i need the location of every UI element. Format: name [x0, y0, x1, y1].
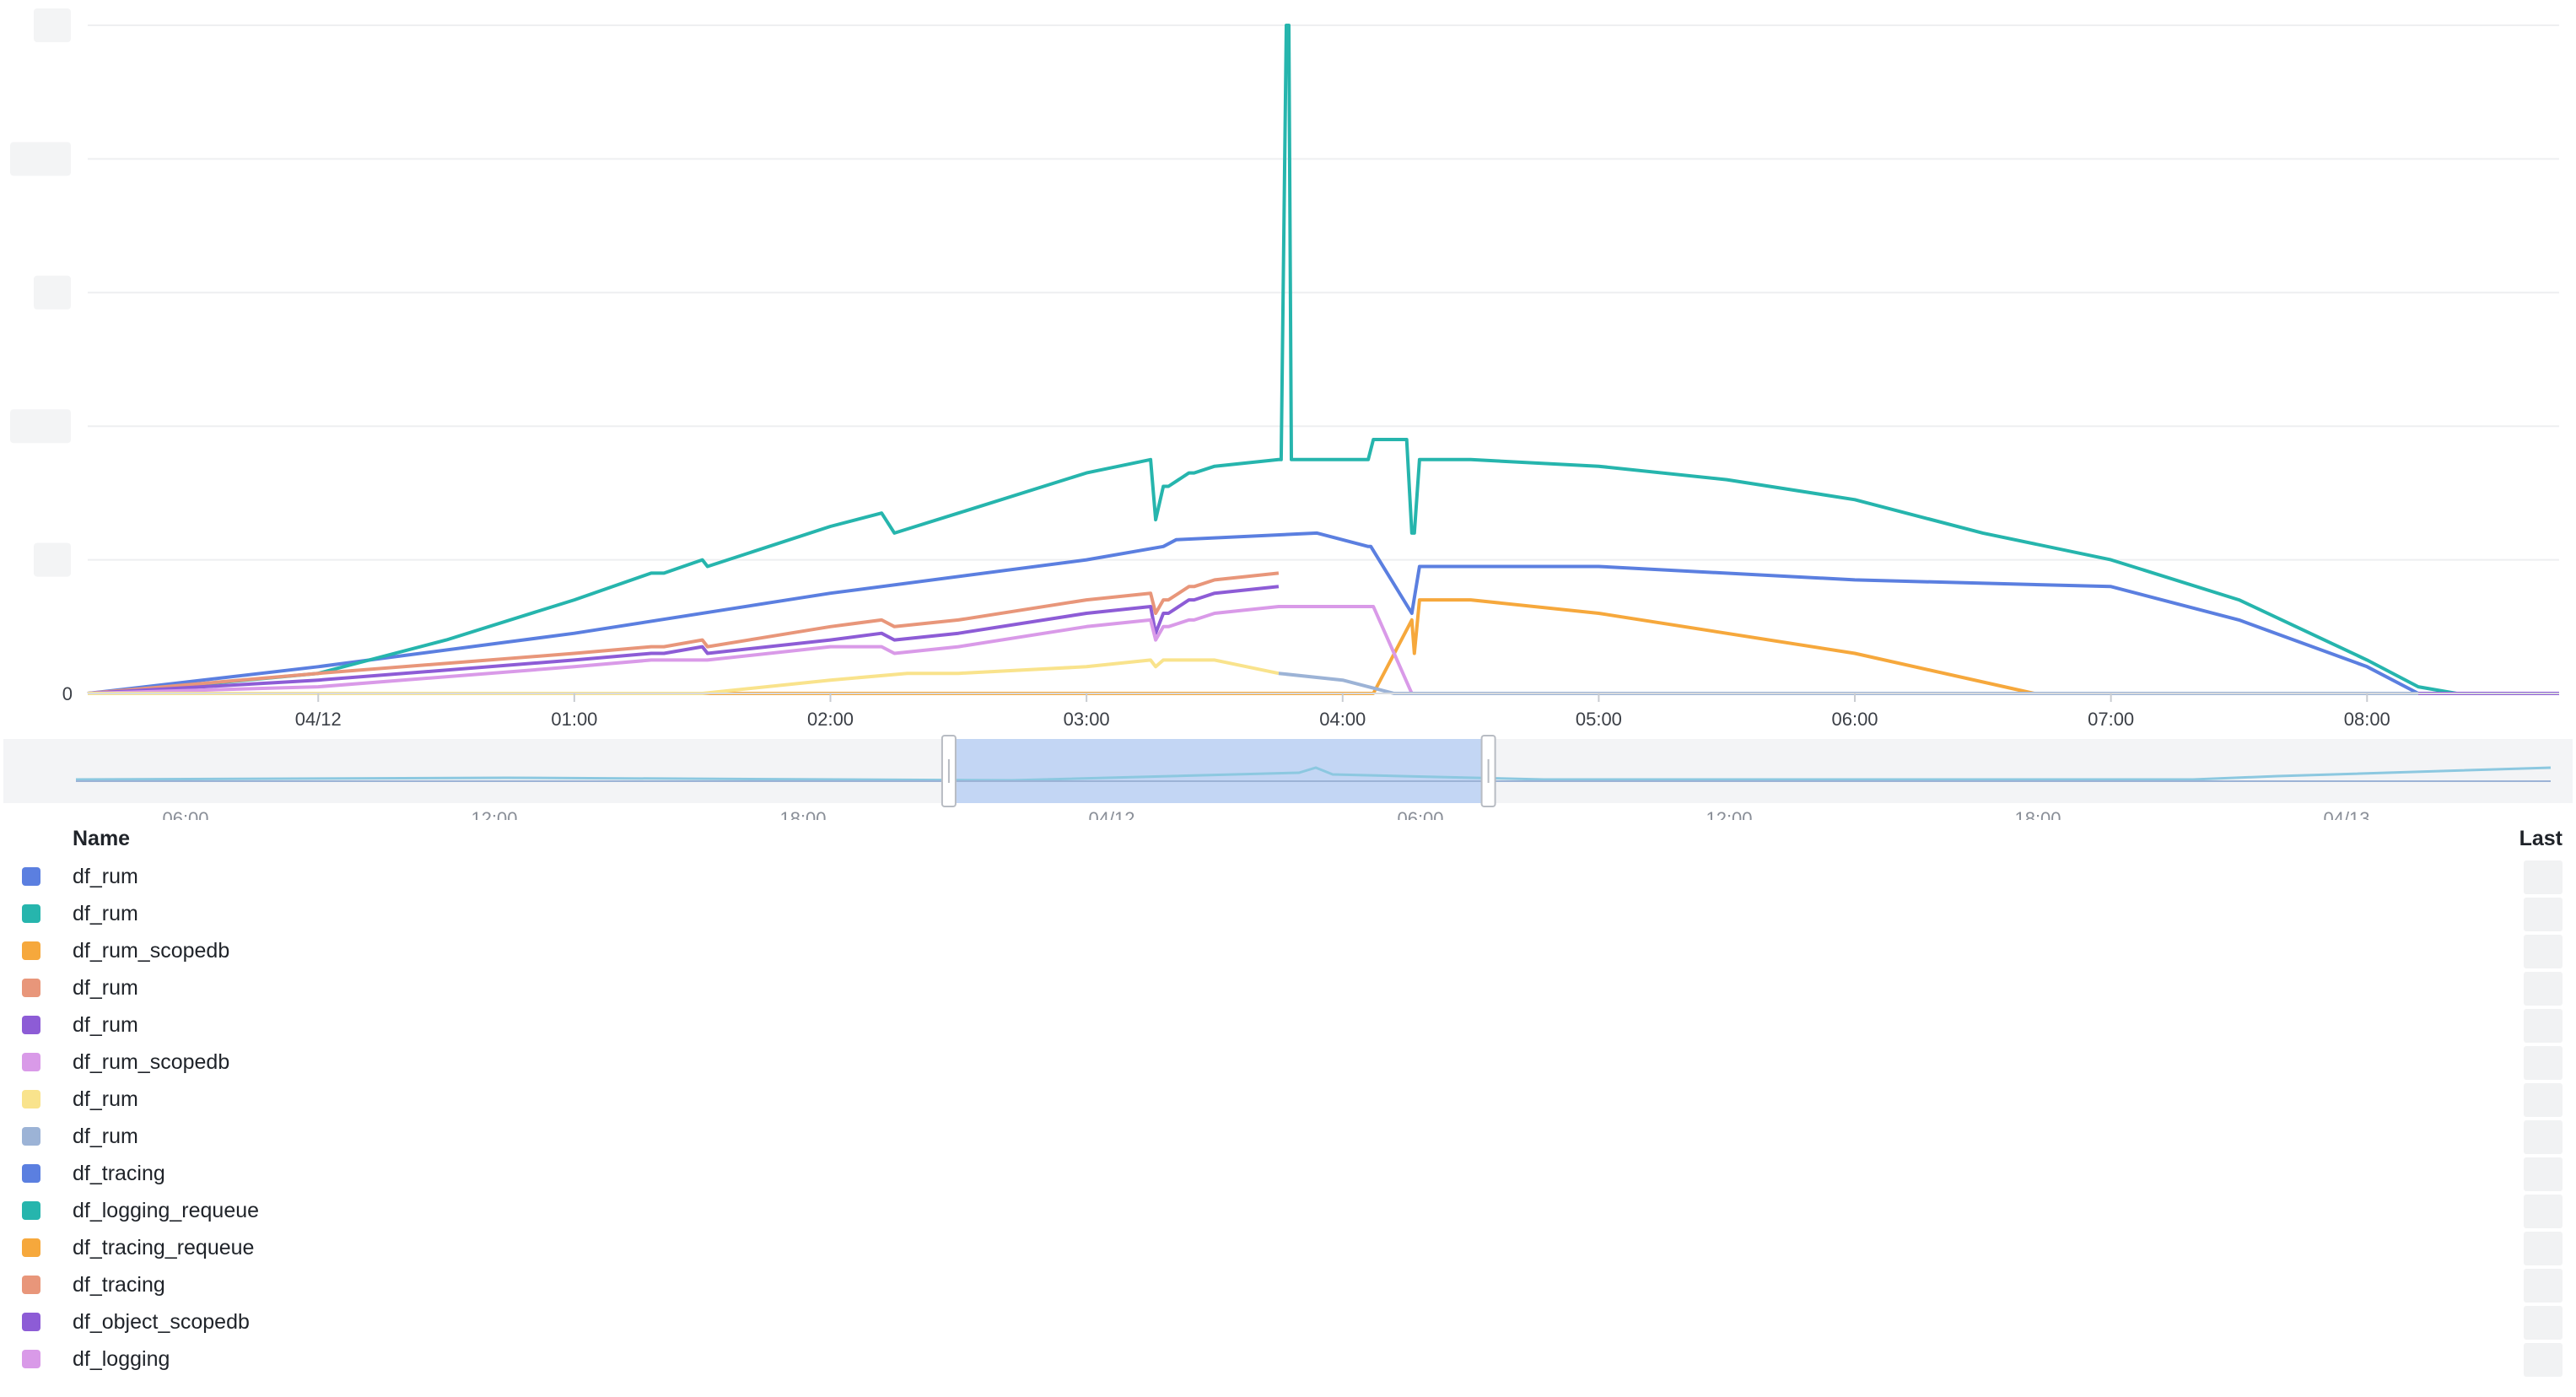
legend-item[interactable]: df_tracing	[0, 1156, 2576, 1193]
x-tick-label: 08:00	[2344, 709, 2390, 730]
legend-last-value-placeholder	[2524, 1269, 2563, 1303]
x-tick-label: 05:00	[1576, 709, 1622, 730]
chart-legend: Name Last df_rum df_rum df_rum_scopedb df_r…	[0, 820, 2576, 1397]
legend-series-name: df_rum	[73, 902, 138, 925]
legend-swatch	[22, 979, 40, 997]
navigator-tick-label: 06:00	[1397, 808, 1443, 820]
series-line-7[interactable]	[1278, 672, 2559, 695]
legend-series-name: df_rum	[73, 1125, 138, 1148]
legend-series-name: df_rum_scopedb	[73, 939, 230, 963]
y-axis-labels: 0	[10, 8, 73, 704]
x-tick-label: 02:00	[807, 709, 854, 730]
time-series-chart: 0 04/12 01:00 02:00 03:00 04:00 05:00 06:00 07:…	[3, 8, 2573, 820]
legend-item[interactable]: df_logging_requeue	[0, 1193, 2576, 1230]
navigator-series-overview	[75, 766, 2552, 782]
legend-series-name: df_rum	[73, 1013, 138, 1037]
legend-series-name: df_logging_requeue	[73, 1199, 260, 1222]
legend-item[interactable]: df_logging	[0, 1341, 2576, 1378]
legend-swatch	[22, 1127, 40, 1146]
legend-swatch	[22, 1201, 40, 1220]
series-lines[interactable]	[87, 24, 2559, 695]
legend-item[interactable]: df_rum_scopedb	[0, 933, 2576, 970]
legend-last-value-placeholder	[2524, 898, 2563, 931]
x-axis: 04/12 01:00 02:00 03:00 04:00 05:00 06:00 07:00…	[88, 693, 2559, 730]
x-tick-label: 04:00	[1319, 709, 1366, 730]
series-line-5[interactable]	[87, 605, 2559, 695]
legend-rows: df_rum df_rum df_rum_scopedb df_rum df_rum df…	[0, 859, 2576, 1378]
legend-series-name: df_rum	[73, 976, 138, 1000]
legend-series-name: df_tracing	[73, 1162, 165, 1185]
y-tick-label-placeholder	[10, 409, 71, 444]
legend-last-value-placeholder	[2524, 1232, 2563, 1265]
legend-header: Name Last	[0, 820, 2576, 859]
navigator-tick-label: 12:00	[471, 808, 517, 820]
legend-series-name: df_tracing_requeue	[73, 1236, 255, 1259]
legend-last-value-placeholder	[2524, 1009, 2563, 1043]
y-tick-label-placeholder	[10, 142, 71, 176]
legend-series-name: df_tracing	[73, 1273, 165, 1297]
legend-last-value-placeholder	[2524, 972, 2563, 1006]
series-line-1[interactable]	[87, 24, 2559, 695]
legend-swatch	[22, 1313, 40, 1331]
x-tick-label: 04/12	[295, 709, 342, 730]
legend-swatch	[22, 904, 40, 923]
navigator-tick-label: 18:00	[779, 808, 826, 820]
x-tick-label: 06:00	[1831, 709, 1878, 730]
navigator-tick-label: 06:00	[162, 808, 208, 820]
series-line-4[interactable]	[87, 585, 1280, 695]
series-line-0[interactable]	[87, 531, 2559, 695]
legend-item[interactable]: df_rum	[0, 896, 2576, 933]
series-line-3[interactable]	[87, 571, 1280, 695]
legend-swatch	[22, 1053, 40, 1071]
legend-series-name: df_logging	[73, 1347, 170, 1371]
legend-item[interactable]: df_rum	[0, 1119, 2576, 1156]
legend-last-value-placeholder	[2524, 1046, 2563, 1080]
legend-last-value-placeholder	[2524, 1120, 2563, 1154]
legend-series-name: df_rum	[73, 865, 138, 888]
legend-item[interactable]: df_rum	[0, 859, 2576, 896]
legend-series-name: df_object_scopedb	[73, 1310, 250, 1334]
legend-name-header[interactable]: Name	[73, 827, 131, 850]
legend-item[interactable]: df_tracing	[0, 1267, 2576, 1304]
legend-item[interactable]: df_rum	[0, 970, 2576, 1007]
x-tick-label: 03:00	[1064, 709, 1110, 730]
navigator-tick-label: 04/13	[2323, 808, 2369, 820]
legend-item[interactable]: df_tracing_requeue	[0, 1230, 2576, 1267]
legend-swatch	[22, 941, 40, 960]
legend-item[interactable]: df_rum_scopedb	[0, 1044, 2576, 1081]
legend-last-value-placeholder	[2524, 860, 2563, 894]
legend-swatch	[22, 867, 40, 886]
y-tick-label-placeholder	[34, 8, 71, 42]
legend-series-name: df_rum	[73, 1087, 138, 1111]
legend-last-value-placeholder	[2524, 1157, 2563, 1191]
navigator-tick-label: 18:00	[2014, 808, 2061, 820]
legend-swatch	[22, 1090, 40, 1108]
x-tick-label: 01:00	[551, 709, 597, 730]
legend-last-value-placeholder	[2524, 1343, 2563, 1377]
legend-last-value-placeholder	[2524, 1195, 2563, 1228]
legend-last-value-placeholder	[2524, 1083, 2563, 1117]
time-range-navigator[interactable]: 06:00 12:00 18:00 04/12 06:00 12:00 18:00 04/13	[3, 735, 2573, 820]
legend-last-value-placeholder	[2524, 935, 2563, 968]
legend-swatch	[22, 1276, 40, 1294]
legend-series-name: df_rum_scopedb	[73, 1050, 230, 1074]
legend-last-value-placeholder	[2524, 1306, 2563, 1340]
legend-swatch	[22, 1238, 40, 1257]
legend-swatch	[22, 1016, 40, 1034]
legend-swatch	[22, 1164, 40, 1183]
y-tick-label: 0	[62, 683, 73, 704]
y-tick-label-placeholder	[34, 542, 71, 577]
legend-item[interactable]: df_rum	[0, 1007, 2576, 1044]
legend-swatch	[22, 1350, 40, 1368]
legend-item[interactable]: df_rum	[0, 1081, 2576, 1119]
legend-item[interactable]: df_object_scopedb	[0, 1304, 2576, 1341]
x-tick-label: 07:00	[2088, 709, 2134, 730]
navigator-selection[interactable]	[948, 739, 1489, 803]
navigator-tick-label: 04/12	[1088, 808, 1134, 820]
y-tick-label-placeholder	[34, 275, 71, 310]
chart-grid	[88, 24, 2559, 694]
navigator-tick-label: 12:00	[1706, 808, 1752, 820]
legend-last-header[interactable]: Last	[2519, 827, 2563, 850]
